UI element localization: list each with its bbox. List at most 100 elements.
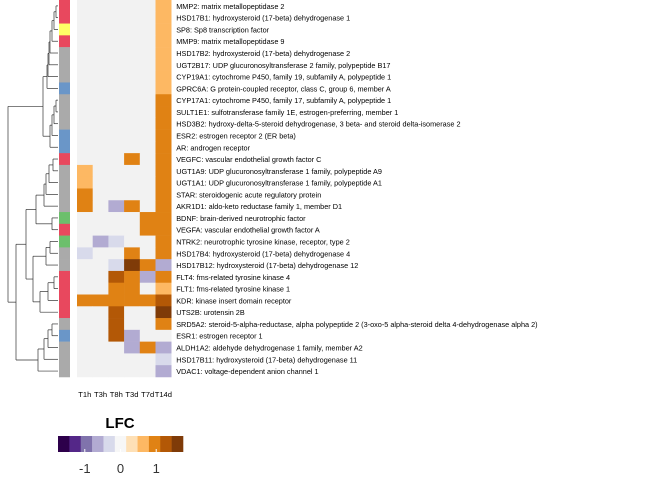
heatmap-cell bbox=[139, 200, 156, 213]
heatmap-cell bbox=[92, 247, 109, 260]
heatmap-cell bbox=[139, 141, 156, 154]
annotation-cell bbox=[59, 35, 70, 48]
column-label: T3h bbox=[94, 390, 107, 399]
heatmap-cell bbox=[139, 47, 156, 60]
heatmap-cell bbox=[139, 247, 156, 260]
row-label: UGT1A1: UDP glucuronosyltransferase 1 fa… bbox=[176, 179, 382, 188]
heatmap-cell bbox=[139, 23, 156, 36]
heatmap-cell bbox=[155, 212, 172, 225]
row-label: ESR1: estrogen receptor 1 bbox=[176, 332, 262, 341]
column-label: T1h bbox=[78, 390, 91, 399]
heatmap-cell bbox=[108, 341, 125, 354]
row-label: BDNF: brain-derived neurotrophic factor bbox=[176, 214, 306, 223]
heatmap-cell bbox=[92, 353, 109, 366]
heatmap-cell bbox=[139, 365, 156, 378]
annotation-cell bbox=[59, 235, 70, 248]
heatmap-cell bbox=[77, 353, 93, 366]
heatmap-cell bbox=[139, 94, 156, 107]
heatmap-cell bbox=[124, 141, 141, 154]
annotation-cell bbox=[59, 0, 70, 13]
heatmap-cell bbox=[92, 306, 109, 319]
annotation-cell bbox=[59, 94, 70, 107]
row-dendrogram bbox=[7, 5, 58, 372]
heatmap-cell bbox=[77, 94, 93, 107]
heatmap-cell bbox=[139, 282, 156, 295]
heatmap-cell bbox=[124, 106, 141, 119]
heatmap-cell bbox=[108, 70, 125, 83]
heatmap-cell bbox=[92, 153, 109, 166]
heatmap-cell bbox=[139, 212, 156, 225]
column-label: T8h bbox=[110, 390, 123, 399]
heatmap-cell bbox=[108, 117, 125, 130]
annotation-cell bbox=[59, 365, 70, 378]
heatmap-cell bbox=[124, 153, 141, 166]
heatmap-cell bbox=[139, 259, 156, 272]
heatmap-cell bbox=[92, 270, 109, 284]
heatmap-cell bbox=[155, 153, 172, 166]
heatmap-cell bbox=[108, 11, 125, 24]
heatmap-cell bbox=[77, 212, 93, 225]
legend-title: LFC bbox=[105, 415, 134, 432]
annotation-cell bbox=[59, 47, 70, 60]
heatmap-cell bbox=[124, 353, 141, 366]
row-label: VDAC1: voltage-dependent anion channel 1 bbox=[176, 367, 318, 376]
heatmap-cell bbox=[92, 365, 109, 378]
heatmap-cell bbox=[155, 365, 172, 378]
heatmap-cell bbox=[77, 129, 93, 142]
row-label: ESR2: estrogen receptor 2 (ER beta) bbox=[176, 131, 296, 140]
heatmap-cell bbox=[124, 247, 141, 260]
heatmap-cell bbox=[77, 70, 93, 83]
annotation-cell bbox=[59, 23, 70, 36]
heatmap-cell bbox=[92, 318, 109, 331]
row-label: FLT1: fms-related tyrosine kinase 1 bbox=[176, 285, 290, 294]
heatmap-cell bbox=[124, 164, 141, 177]
heatmap-cell bbox=[108, 353, 125, 366]
heatmap-cell bbox=[155, 141, 172, 154]
heatmap-cell bbox=[139, 341, 156, 354]
legend-swatch bbox=[171, 436, 184, 452]
heatmap-cell bbox=[155, 82, 172, 95]
heatmap-cell bbox=[108, 106, 125, 119]
heatmap-cell bbox=[92, 212, 109, 225]
legend-swatch bbox=[103, 436, 116, 452]
heatmap-cell bbox=[139, 70, 156, 83]
legend-tick-label: 1 bbox=[153, 461, 160, 476]
heatmap-cell bbox=[139, 270, 156, 284]
heatmap-cell bbox=[139, 329, 156, 342]
heatmap-cell bbox=[155, 23, 172, 36]
heatmap-cell bbox=[108, 294, 125, 307]
annotation-cell bbox=[59, 341, 70, 354]
heatmap-cell bbox=[139, 176, 156, 189]
annotation-cell bbox=[59, 82, 70, 95]
heatmap-cell bbox=[77, 318, 93, 331]
heatmap-cell bbox=[155, 47, 172, 60]
row-label: UGT2B17: UDP glucuronosyltransferase 2 f… bbox=[176, 61, 390, 70]
heatmap-cell bbox=[77, 47, 93, 60]
heatmap-cell bbox=[155, 94, 172, 107]
heatmap-cell bbox=[124, 235, 141, 248]
heatmap-cell bbox=[124, 223, 141, 236]
heatmap-cell bbox=[108, 282, 125, 295]
heatmap-cell bbox=[77, 188, 93, 201]
heatmap-cell bbox=[124, 129, 141, 142]
heatmap-cell bbox=[124, 200, 141, 213]
heatmap-cell bbox=[77, 0, 93, 13]
heatmap-cell bbox=[124, 23, 141, 36]
heatmap-cell bbox=[92, 35, 109, 48]
legend-tick-label: -1 bbox=[79, 461, 91, 476]
heatmap-cell bbox=[92, 0, 109, 13]
legend-color-bar bbox=[58, 436, 184, 452]
heatmap-cell bbox=[92, 176, 109, 189]
legend-swatch bbox=[160, 436, 172, 452]
heatmap-cell bbox=[108, 129, 125, 142]
heatmap-cell bbox=[77, 270, 93, 284]
heatmap-cell bbox=[108, 306, 125, 319]
heatmap-cell bbox=[92, 259, 109, 272]
heatmap-cell bbox=[77, 11, 93, 24]
heatmap-cell bbox=[139, 0, 156, 13]
heatmap-cell bbox=[108, 94, 125, 107]
annotation-cell bbox=[59, 306, 70, 319]
heatmap-cell bbox=[77, 282, 93, 295]
heatmap-cell bbox=[92, 58, 109, 71]
row-label: UGT1A9: UDP glucuronosyltransferase 1 fa… bbox=[176, 167, 382, 176]
